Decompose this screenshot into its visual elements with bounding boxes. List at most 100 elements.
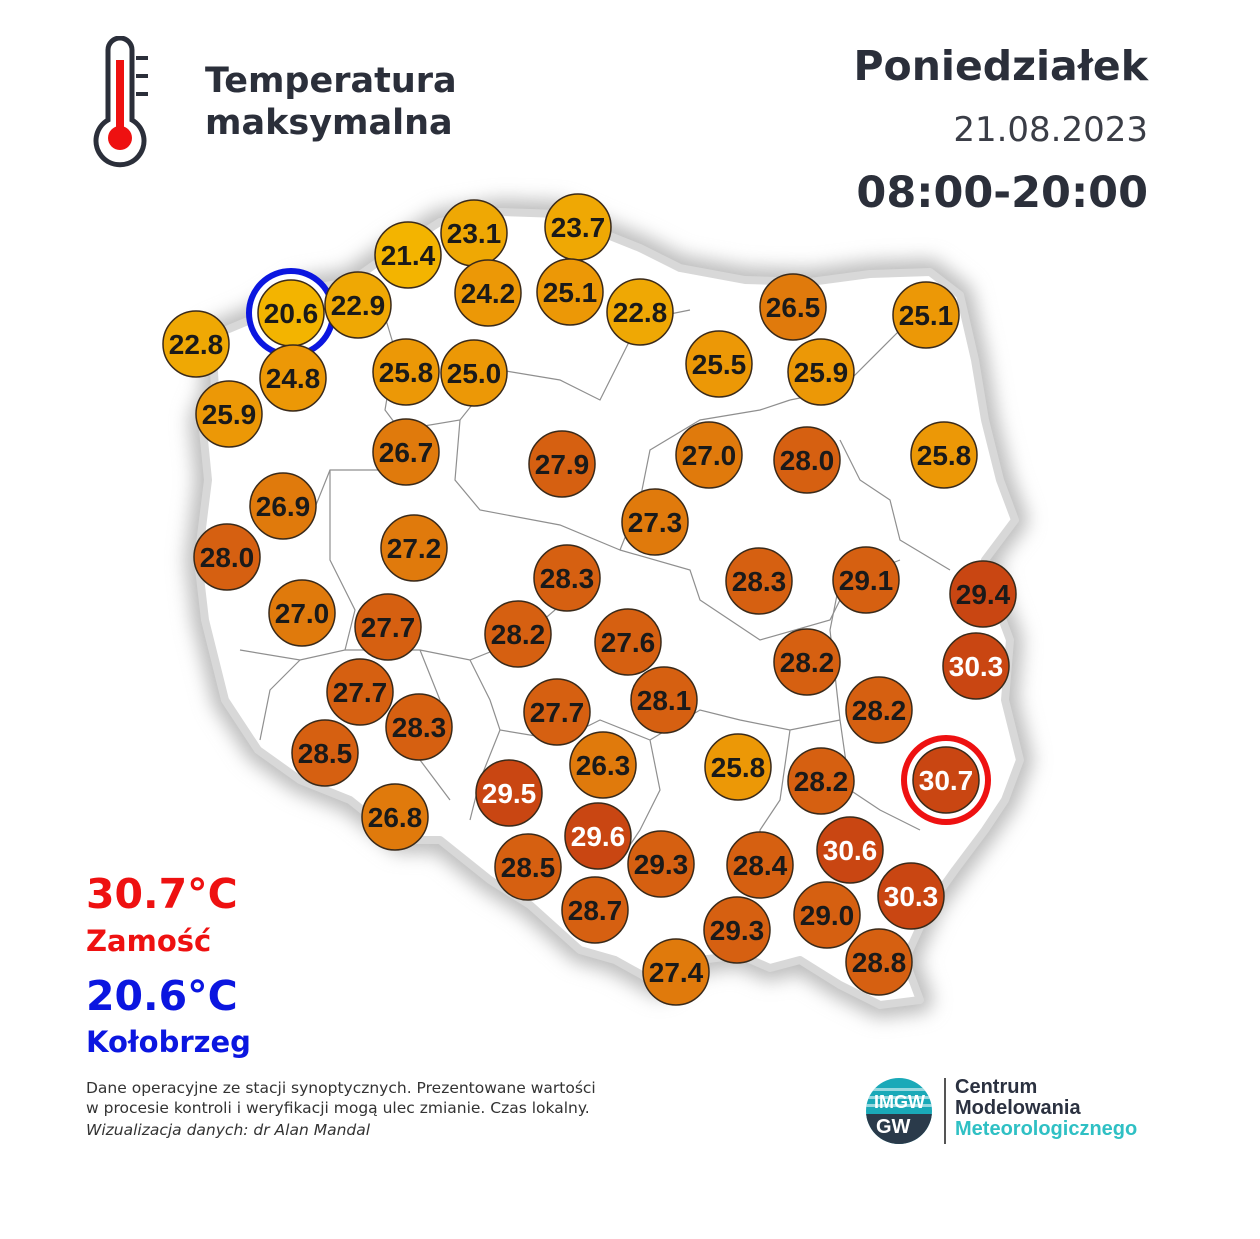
station-circle bbox=[773, 628, 841, 696]
logo-divider bbox=[944, 1078, 946, 1144]
max-temperature-value: 30.7°C bbox=[86, 870, 238, 918]
date-label: 21.08.2023 bbox=[953, 110, 1148, 150]
station-circle bbox=[642, 938, 710, 1006]
station-marker: 21.4 bbox=[374, 221, 442, 289]
station-value-label: 25.8 bbox=[711, 752, 766, 783]
station-circle bbox=[454, 259, 522, 327]
weekday-label: Poniedziałek bbox=[853, 42, 1149, 90]
station-circle bbox=[536, 258, 604, 326]
station-marker: 26.9 bbox=[249, 472, 317, 540]
footnote-credit: Wizualizacja danych: dr Alan Mandal bbox=[86, 1121, 371, 1139]
min-temperature-value: 20.6°C bbox=[86, 972, 238, 1020]
station-circle bbox=[787, 338, 855, 406]
station-value-label: 25.9 bbox=[202, 399, 257, 430]
station-circle bbox=[249, 472, 317, 540]
station-circle bbox=[475, 759, 543, 827]
station-circle bbox=[942, 632, 1010, 700]
station-marker: 28.0 bbox=[193, 523, 261, 591]
station-circle bbox=[630, 666, 698, 734]
station-marker: 29.3 bbox=[703, 896, 771, 964]
station-marker: 28.3 bbox=[725, 547, 793, 615]
station-value-label: 29.5 bbox=[482, 778, 537, 809]
station-circle bbox=[910, 421, 978, 489]
station-circle bbox=[385, 693, 453, 761]
station-circle bbox=[494, 833, 562, 901]
station-value-label: 27.4 bbox=[649, 957, 704, 988]
station-value-label: 28.5 bbox=[298, 738, 353, 769]
station-marker: 27.4 bbox=[642, 938, 710, 1006]
logo-line-3: Meteorologicznego bbox=[955, 1118, 1138, 1140]
station-marker: 28.2 bbox=[773, 628, 841, 696]
station-marker: 22.8 bbox=[606, 278, 674, 346]
station-circle bbox=[845, 928, 913, 996]
station-circle bbox=[533, 544, 601, 612]
station-circle bbox=[703, 896, 771, 964]
station-marker: 25.9 bbox=[195, 380, 263, 448]
station-value-label: 29.1 bbox=[839, 565, 894, 596]
station-circle bbox=[326, 658, 394, 726]
station-value-label: 28.8 bbox=[852, 947, 907, 978]
station-marker: 28.2 bbox=[845, 676, 913, 744]
station-value-label: 28.1 bbox=[637, 685, 692, 716]
station-value-label: 27.0 bbox=[682, 440, 737, 471]
station-value-label: 25.1 bbox=[543, 277, 598, 308]
station-circle bbox=[259, 344, 327, 412]
station-marker: 27.3 bbox=[621, 488, 689, 556]
logo-line-2: Modelowania bbox=[955, 1097, 1081, 1119]
station-value-label: 28.3 bbox=[732, 566, 787, 597]
station-marker: 28.5 bbox=[494, 833, 562, 901]
logo-badge-top: IMGW bbox=[874, 1092, 925, 1112]
station-marker: 25.8 bbox=[910, 421, 978, 489]
station-circle bbox=[877, 862, 945, 930]
station-value-label: 23.7 bbox=[551, 212, 606, 243]
station-marker: 28.4 bbox=[726, 831, 794, 899]
station-marker: 29.5 bbox=[475, 759, 543, 827]
station-value-label: 28.4 bbox=[733, 850, 788, 881]
station-marker: 28.5 bbox=[291, 719, 359, 787]
station-value-label: 25.0 bbox=[447, 358, 502, 389]
station-value-label: 29.3 bbox=[710, 915, 765, 946]
station-value-label: 26.8 bbox=[368, 802, 423, 833]
station-circle bbox=[569, 731, 637, 799]
max-temperature-place: Zamość bbox=[86, 924, 212, 958]
station-value-label: 27.7 bbox=[530, 697, 585, 728]
station-circle bbox=[195, 380, 263, 448]
station-value-label: 30.3 bbox=[949, 651, 1004, 682]
station-circle bbox=[675, 421, 743, 489]
station-value-label: 28.2 bbox=[794, 766, 849, 797]
station-circle bbox=[268, 579, 336, 647]
station-value-label: 27.7 bbox=[333, 677, 388, 708]
station-marker: 25.0 bbox=[440, 339, 508, 407]
station-value-label: 22.9 bbox=[331, 290, 386, 321]
station-marker: 28.3 bbox=[533, 544, 601, 612]
station-circle bbox=[564, 802, 632, 870]
station-marker: 25.9 bbox=[787, 338, 855, 406]
station-value-label: 28.7 bbox=[568, 895, 623, 926]
station-circle bbox=[793, 881, 861, 949]
station-circle bbox=[374, 221, 442, 289]
station-marker: 23.1 bbox=[440, 199, 508, 267]
station-marker: 25.8 bbox=[372, 338, 440, 406]
station-circle bbox=[685, 330, 753, 398]
station-circle bbox=[440, 339, 508, 407]
station-circle bbox=[726, 831, 794, 899]
station-circle bbox=[193, 523, 261, 591]
station-circle bbox=[523, 678, 591, 746]
station-marker: 28.7 bbox=[561, 876, 629, 944]
station-circle bbox=[845, 676, 913, 744]
station-value-label: 20.6 bbox=[264, 298, 319, 329]
station-value-label: 28.2 bbox=[852, 695, 907, 726]
station-value-label: 28.3 bbox=[540, 563, 595, 594]
station-value-label: 27.6 bbox=[601, 627, 656, 658]
station-marker: 29.3 bbox=[627, 830, 695, 898]
station-marker: 28.0 bbox=[773, 426, 841, 494]
min-temperature-place: Kołobrzeg bbox=[86, 1025, 251, 1059]
station-marker: 30.6 bbox=[816, 816, 884, 884]
station-circle bbox=[372, 338, 440, 406]
station-value-label: 24.2 bbox=[461, 278, 516, 309]
station-value-label: 27.9 bbox=[535, 449, 590, 480]
station-circle bbox=[816, 816, 884, 884]
station-marker: 27.0 bbox=[268, 579, 336, 647]
station-marker: 30.3 bbox=[942, 632, 1010, 700]
